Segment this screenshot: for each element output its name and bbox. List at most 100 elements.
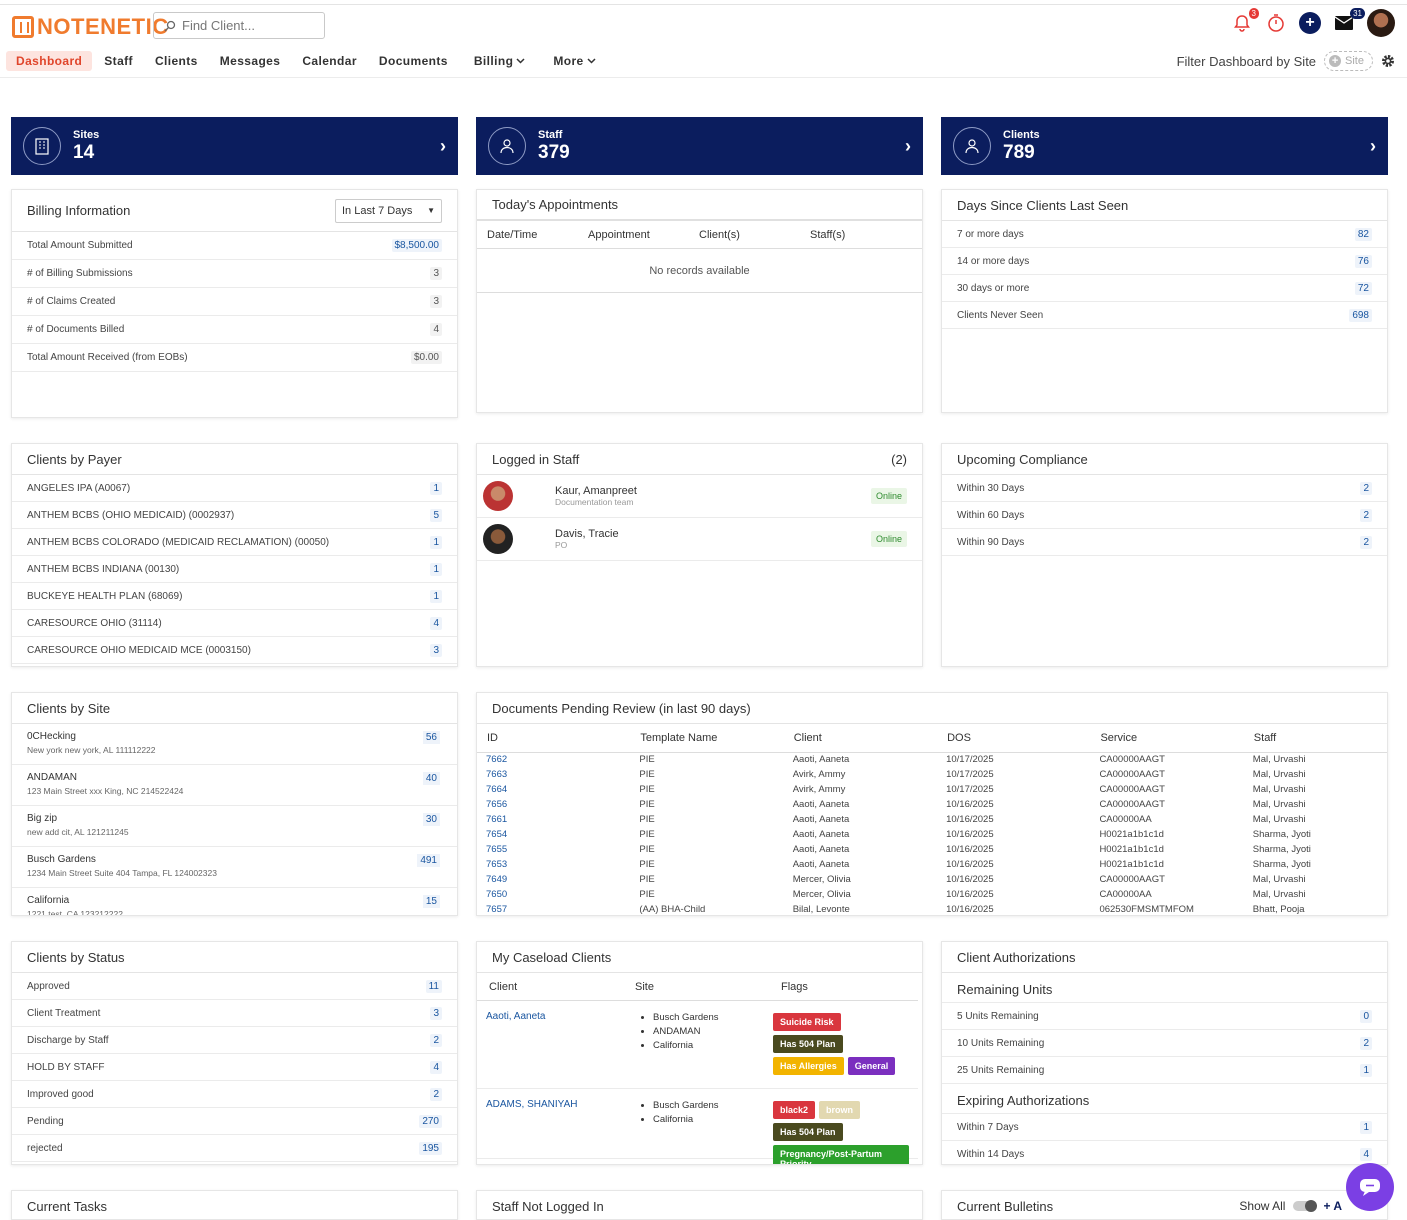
stat-row[interactable]: Within 7 Days 1 xyxy=(942,1114,1387,1141)
stat-clients[interactable]: Clients 789 › xyxy=(941,117,1388,175)
stat-row[interactable]: ANGELES IPA (A0067) 1 xyxy=(12,475,457,502)
stat-row[interactable]: ANTHEM BCBS (OHIO MEDICAID) (0002937) 5 xyxy=(12,502,457,529)
table-cell: H0021a1b1c1d xyxy=(1099,844,1164,855)
stat-staff[interactable]: Staff 379 › xyxy=(476,117,923,175)
stat-row[interactable]: 7 or more days 82 xyxy=(942,221,1387,248)
chat-button[interactable] xyxy=(1346,1163,1394,1211)
caseload-row[interactable]: Aaoti, Aaneta Busch GardensANDAMANCalifor… xyxy=(477,1001,918,1089)
doc-id-link[interactable]: 7656 xyxy=(486,799,508,810)
table-row[interactable]: 7662 PIE Aaoti, Aaneta 10/17/2025 CA00000AAG… xyxy=(477,752,1387,767)
table-row[interactable]: 7650 PIE Mercer, Olivia 10/16/2025 CA00000AA… xyxy=(477,887,1387,902)
stat-row[interactable]: Within 14 Days 4 xyxy=(942,1141,1387,1164)
nav-clients[interactable]: Clients xyxy=(145,51,208,71)
period-select[interactable]: In Last 7 Days ▼ xyxy=(335,198,442,223)
by-site-card: Clients by Site 0CHecking New york new yo… xyxy=(11,692,458,916)
table-row[interactable]: 7649 PIE Mercer, Olivia 10/16/2025 CA00000AA… xyxy=(477,872,1387,887)
staff-row[interactable]: Davis, Tracie PO Online xyxy=(477,518,922,561)
add-bulletin-button[interactable]: + A xyxy=(1323,1199,1342,1213)
doc-id-link[interactable]: 7664 xyxy=(486,784,508,795)
table-cell: 10/16/2025 xyxy=(946,859,994,870)
stat-row[interactable]: Pending 270 xyxy=(12,1108,457,1135)
staff-avatar xyxy=(483,524,513,554)
top-bar: NOTENETIC 3 + 31 xyxy=(0,4,1407,44)
site-row[interactable]: Big zip new add cit, AL 121211245 30 xyxy=(12,806,457,847)
nav-more[interactable]: More xyxy=(543,51,605,71)
stat-row[interactable]: Within 90 Days 2 xyxy=(942,529,1387,556)
row-label: ANTHEM BCBS INDIANA (00130) xyxy=(27,563,180,575)
site-row[interactable]: Busch Gardens 1234 Main Street Suite 404 … xyxy=(12,847,457,888)
show-all-toggle[interactable] xyxy=(1293,1200,1318,1212)
caseload-row[interactable]: ADAMS, SHANIYAHBusch GardensCaliforniabl… xyxy=(477,1089,918,1164)
stat-row[interactable]: 30 days or more 72 xyxy=(942,275,1387,302)
messages-button[interactable]: 31 xyxy=(1333,8,1365,34)
timer-button[interactable] xyxy=(1265,12,1287,34)
doc-id-link[interactable]: 7663 xyxy=(486,769,508,780)
stat-row[interactable]: rejected 195 xyxy=(12,1135,457,1162)
doc-id-link[interactable]: 7662 xyxy=(486,754,508,766)
card-title: My Caseload Clients xyxy=(492,949,612,965)
stat-row[interactable]: Total Amount Received (from EOBs) $0.00 xyxy=(12,344,457,372)
user-avatar[interactable] xyxy=(1367,9,1395,37)
site-row[interactable]: ANDAMAN 123 Main Street xxx King, NC 2145… xyxy=(12,765,457,806)
nav-staff[interactable]: Staff xyxy=(94,51,143,71)
client-search[interactable] xyxy=(153,12,325,39)
online-badge: Online xyxy=(870,488,907,504)
stat-row[interactable]: CARESOURCE OHIO (31114) 4 xyxy=(12,610,457,637)
table-row[interactable]: 7653 PIE Aaoti, Aaneta 10/16/2025 H0021a1b1c… xyxy=(477,857,1387,872)
gear-icon[interactable] xyxy=(1381,54,1395,68)
row-count: 3 xyxy=(430,267,442,280)
table-row[interactable]: 7663 PIE Avirk, Ammy 10/17/2025 CA00000AAGT M… xyxy=(477,767,1387,782)
stat-row[interactable]: 5 Units Remaining 0 xyxy=(942,1003,1387,1030)
doc-id-link[interactable]: 7654 xyxy=(486,829,508,840)
stat-row[interactable]: Clients Never Seen 698 xyxy=(942,302,1387,329)
site-row[interactable]: 0CHecking New york new york, AL 111112222… xyxy=(12,724,457,765)
nav-billing[interactable]: Billing xyxy=(464,51,535,71)
doc-id-link[interactable]: 7650 xyxy=(486,889,508,900)
nav-dashboard[interactable]: Dashboard xyxy=(6,51,93,71)
search-input[interactable] xyxy=(182,18,312,33)
stat-row[interactable]: 14 or more days 76 xyxy=(942,248,1387,275)
site-filter-button[interactable]: + Site xyxy=(1324,51,1373,71)
table-row[interactable]: 7654 PIE Aaoti, Aaneta 10/16/2025 H0021a1b1c… xyxy=(477,827,1387,842)
nav-calendar[interactable]: Calendar xyxy=(292,51,367,71)
stat-row[interactable]: Discharge by Staff 2 xyxy=(12,1027,457,1054)
client-link[interactable]: ADAMS, SHANIYAH xyxy=(486,1099,578,1110)
staff-row[interactable]: Kaur, Amanpreet Documentation team Online xyxy=(477,475,922,518)
doc-id-link[interactable]: 7653 xyxy=(486,859,508,870)
stat-row[interactable]: Client Treatment 3 xyxy=(12,1000,457,1027)
row-label: Within 14 Days xyxy=(957,1148,1025,1160)
stat-row[interactable]: BUCKEYE HEALTH PLAN (68069) 1 xyxy=(12,583,457,610)
notifications-button[interactable]: 3 xyxy=(1231,8,1259,34)
stat-row[interactable]: 10 Units Remaining 2 xyxy=(942,1030,1387,1057)
stat-row[interactable]: # of Claims Created 3 xyxy=(12,288,457,316)
logo[interactable]: NOTENETIC xyxy=(12,14,169,40)
nav-messages[interactable]: Messages xyxy=(210,51,291,71)
table-row[interactable]: 7661 PIE Aaoti, Aaneta 10/16/2025 CA00000AA M… xyxy=(477,812,1387,827)
add-button[interactable]: + xyxy=(1299,12,1321,34)
table-row[interactable]: 7655 PIE Aaoti, Aaneta 10/16/2025 H0021a1b1c… xyxy=(477,842,1387,857)
stat-row[interactable]: Improved good 2 xyxy=(12,1081,457,1108)
stat-row[interactable]: ANTHEM BCBS COLORADO (MEDICAID RECLAMATI… xyxy=(12,529,457,556)
stat-row[interactable]: # of Documents Billed 4 xyxy=(12,316,457,344)
stat-row[interactable]: HOLD BY STAFF 4 xyxy=(12,1054,457,1081)
stat-row[interactable]: CARESOURCE OHIO MEDICAID MCE (0003150) 3 xyxy=(12,637,457,664)
stat-row[interactable]: Total Amount Submitted $8,500.00 xyxy=(12,232,457,260)
client-link[interactable]: Aaoti, Aaneta xyxy=(486,1011,546,1022)
table-row[interactable]: 7656 PIE Aaoti, Aaneta 10/16/2025 CA00000AAG… xyxy=(477,797,1387,812)
stat-row[interactable]: 25 Units Remaining 1 xyxy=(942,1057,1387,1084)
stat-sites[interactable]: Sites 14 › xyxy=(11,117,458,175)
stat-row[interactable]: Approved 11 xyxy=(12,973,457,1000)
table-row[interactable]: 7664 PIE Avirk, Ammy 10/17/2025 CA00000AAGT M… xyxy=(477,782,1387,797)
doc-id-link[interactable]: 7655 xyxy=(486,844,508,855)
doc-id-link[interactable]: 7661 xyxy=(486,814,508,825)
stat-row[interactable]: # of Billing Submissions 3 xyxy=(12,260,457,288)
doc-id-link[interactable]: 7657 xyxy=(486,904,508,915)
site-row[interactable]: California 1221 test, CA 123212222 15 xyxy=(12,888,457,915)
stat-row[interactable]: Within 30 Days 2 xyxy=(942,475,1387,502)
doc-id-link[interactable]: 7649 xyxy=(486,874,508,885)
table-row[interactable]: 7657 (AA) BHA-Child Bilal, Levonte 10/16/20… xyxy=(477,902,1387,915)
stat-row[interactable]: ANTHEM BCBS INDIANA (00130) 1 xyxy=(12,556,457,583)
nav-documents[interactable]: Documents xyxy=(369,51,458,71)
stat-row[interactable]: Within 60 Days 2 xyxy=(942,502,1387,529)
card-title: Today's Appointments xyxy=(492,197,619,212)
